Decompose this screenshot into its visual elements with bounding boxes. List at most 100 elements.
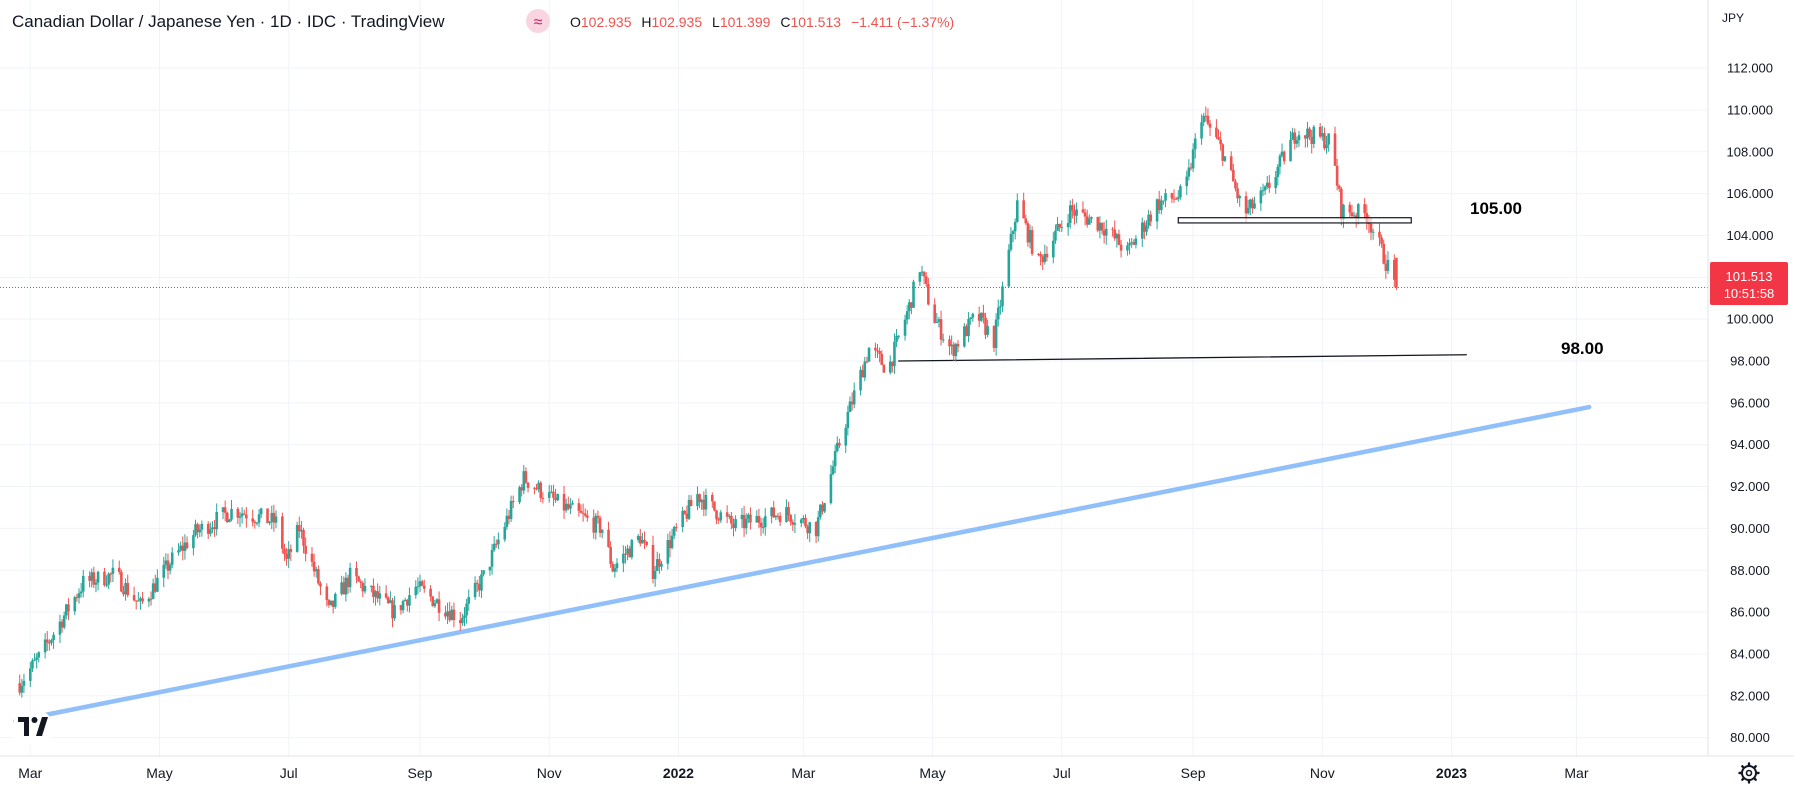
candle-body	[65, 604, 68, 616]
candle-body	[816, 517, 820, 537]
candle-body	[774, 515, 778, 518]
level-105-label[interactable]: 105.00	[1470, 199, 1522, 218]
candle-body	[927, 283, 930, 305]
candle-body	[107, 573, 110, 585]
candle-body	[878, 351, 881, 354]
currency-label: JPY	[1722, 11, 1744, 25]
candle-body	[638, 536, 642, 544]
candle-body	[198, 529, 202, 533]
candle-body	[1261, 190, 1265, 192]
candle-body	[979, 312, 983, 321]
candle-body	[109, 573, 113, 575]
candle-body	[867, 347, 871, 362]
candle-body	[835, 442, 839, 452]
candle-body	[503, 526, 507, 540]
candle-body	[297, 525, 301, 532]
candle-body	[1200, 122, 1203, 139]
candle-body	[408, 595, 411, 606]
candle-body	[666, 540, 670, 564]
time-axis[interactable]: Mar May Jul Sep Nov 2022 Mar May Jul Sep Nov 2023 Ma…	[18, 765, 1589, 781]
icon-circle	[526, 9, 550, 33]
candle-body	[658, 559, 661, 567]
candle-body	[522, 471, 526, 491]
candle-body	[1354, 215, 1358, 219]
candle-body	[897, 335, 900, 337]
candle-body	[1382, 243, 1386, 264]
tradingview-logo[interactable]	[14, 712, 50, 744]
price-tick-label: 112.000	[1727, 61, 1773, 76]
gear-icon[interactable]	[1738, 762, 1760, 784]
price-tick-label: 98.000	[1730, 354, 1770, 369]
time-tick-label: Nov	[537, 765, 562, 781]
candle-body	[461, 617, 464, 624]
candle-body	[355, 567, 358, 577]
candle-body	[1088, 218, 1091, 225]
candle-body	[1075, 209, 1078, 216]
candle-body	[319, 583, 322, 587]
candle-body	[120, 571, 123, 592]
candle-body	[755, 515, 759, 523]
candle-body	[566, 503, 570, 509]
candle-body	[804, 517, 807, 527]
candle-body	[1304, 135, 1307, 139]
candle-body	[852, 390, 856, 405]
time-axis-bg[interactable]	[0, 756, 1794, 795]
candle-body	[696, 494, 699, 507]
candle-body	[598, 517, 602, 533]
candle-body	[967, 318, 970, 337]
price-axis-bg[interactable]	[1708, 0, 1794, 795]
candle-body	[1096, 217, 1100, 231]
candle-body	[1191, 149, 1195, 169]
candle-body	[230, 508, 233, 520]
candle-body	[1145, 225, 1148, 232]
candle-body	[139, 598, 142, 601]
candle-body	[48, 642, 51, 644]
candle-body	[448, 611, 451, 621]
candle-body	[348, 567, 352, 588]
candle-body	[1162, 200, 1165, 202]
candle-body	[272, 512, 276, 523]
candle-body	[711, 494, 714, 502]
candle-body	[583, 513, 587, 516]
symbol-title[interactable]: Canadian Dollar / Japanese Yen · 1D · ID…	[12, 12, 445, 31]
candle-body	[192, 535, 195, 549]
candle-body	[281, 516, 284, 549]
candle-body	[378, 593, 382, 599]
time-tick-label: Mar	[18, 765, 42, 781]
candle-body	[1268, 182, 1271, 188]
level-98-label[interactable]: 98.00	[1561, 339, 1604, 358]
candle-body	[1058, 223, 1061, 228]
candle-body	[742, 514, 746, 529]
candle-body	[1172, 198, 1176, 200]
candle-body	[935, 321, 939, 323]
candle-body	[1217, 136, 1220, 140]
candle-body	[494, 543, 498, 545]
candle-body	[537, 482, 540, 490]
candle-body	[552, 491, 555, 498]
overlays	[0, 217, 1708, 289]
candle-body	[1293, 132, 1297, 144]
candle-body	[882, 364, 886, 373]
candle-body	[1119, 244, 1123, 251]
candle-body	[700, 499, 704, 503]
candle-body	[1244, 196, 1248, 214]
candle-body	[730, 515, 733, 524]
candle-body	[757, 515, 761, 523]
candle-body	[861, 369, 864, 378]
candle-body	[1320, 133, 1324, 137]
wave-approx-icon[interactable]: ≈	[526, 9, 550, 33]
logo-t	[18, 717, 29, 736]
candle-body	[90, 572, 94, 581]
candle-body	[571, 503, 574, 505]
price-tick-label: 86.000	[1730, 605, 1770, 620]
candle-body	[611, 563, 615, 572]
candle-body	[473, 582, 477, 598]
candle-body	[1117, 234, 1121, 245]
candle-body	[497, 539, 500, 545]
gear-teeth	[1738, 762, 1760, 784]
price-axis[interactable]: 112.000110.000108.000106.000104.000102.0…	[1727, 61, 1774, 746]
support-trendline	[13, 404, 1592, 724]
candle-body	[1011, 231, 1015, 234]
